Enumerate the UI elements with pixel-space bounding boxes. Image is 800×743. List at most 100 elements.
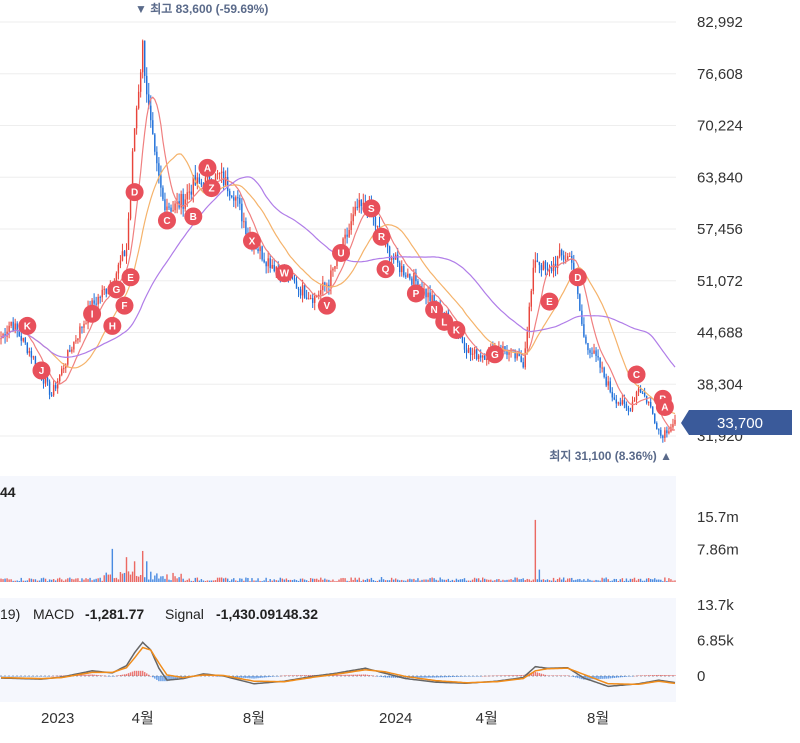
volume-bar	[544, 580, 547, 582]
volume-bar	[342, 577, 344, 582]
signal-marker-circle[interactable]	[202, 179, 221, 198]
volume-bar	[635, 580, 638, 582]
volume-bar	[50, 579, 53, 582]
volume-bar	[449, 580, 452, 582]
macd-histogram-bar	[212, 675, 215, 677]
candle-body	[334, 266, 336, 269]
signal-marker-circle[interactable]	[103, 316, 122, 335]
macd-histogram-bar	[287, 675, 290, 676]
candle-body	[477, 355, 480, 359]
candle-body	[346, 234, 348, 237]
signal-marker[interactable]: H	[103, 316, 122, 335]
volume-bar	[324, 578, 326, 582]
volume-bar	[285, 578, 288, 582]
macd-histogram-bar	[356, 674, 358, 676]
signal-marker[interactable]: K	[18, 316, 37, 335]
macd-histogram-bar	[305, 675, 308, 676]
macd-histogram-bar	[137, 670, 140, 676]
signal-markers[interactable]: KJIHFGEDCBAZXWVUSRQPNLKGEDCBA	[18, 158, 674, 416]
signal-marker[interactable]: Q	[376, 260, 395, 279]
signal-marker-circle[interactable]	[376, 260, 395, 279]
candle-body	[609, 381, 611, 392]
signal-marker-circle[interactable]	[332, 243, 351, 262]
signal-marker-circle[interactable]	[568, 268, 587, 287]
candle-body	[20, 335, 22, 341]
signal-marker[interactable]: I	[83, 304, 102, 323]
signal-marker[interactable]: D	[125, 183, 144, 202]
candle-body	[522, 362, 524, 368]
signal-marker-circle[interactable]	[157, 211, 176, 230]
signal-marker[interactable]: G	[485, 345, 504, 364]
signal-marker-circle[interactable]	[121, 268, 140, 287]
macd-histogram-bar	[89, 674, 91, 676]
signal-marker-circle[interactable]	[540, 292, 559, 311]
volume-bar	[482, 577, 484, 582]
price-tick-label: 38,304	[697, 376, 743, 393]
macd-histogram-bar	[16, 676, 18, 677]
volume-bar	[425, 579, 427, 582]
macd-histogram-bar	[388, 676, 391, 678]
signal-marker[interactable]: U	[332, 243, 351, 262]
signal-marker[interactable]: A	[198, 158, 217, 177]
volume-bar	[583, 579, 585, 582]
signal-marker-circle[interactable]	[485, 345, 504, 364]
signal-marker[interactable]: W	[275, 264, 294, 283]
signal-marker-circle[interactable]	[655, 397, 674, 416]
volume-bar	[591, 580, 593, 582]
volume-bar	[18, 580, 20, 582]
signal-marker[interactable]: S	[362, 199, 381, 218]
macd-histogram-bar	[358, 674, 360, 676]
macd-histogram-bar	[289, 675, 292, 676]
candle-body	[267, 258, 269, 267]
signal-marker[interactable]: G	[107, 280, 126, 299]
signal-marker[interactable]: D	[568, 268, 587, 287]
signal-marker[interactable]: F	[115, 296, 134, 315]
signal-marker[interactable]: Z	[202, 179, 221, 198]
macd-histogram-bar	[237, 676, 239, 678]
signal-marker[interactable]: C	[157, 211, 176, 230]
candle-body	[558, 249, 561, 257]
signal-marker[interactable]: A	[655, 397, 674, 416]
signal-marker[interactable]: P	[406, 284, 425, 303]
macd-tick-label: 6.85k	[697, 633, 734, 650]
signal-marker-circle[interactable]	[32, 361, 51, 380]
signal-marker-circle[interactable]	[275, 264, 294, 283]
macd-histogram-bar	[384, 676, 387, 678]
signal-marker[interactable]: E	[540, 292, 559, 311]
candle-body	[237, 197, 239, 199]
candle-body	[216, 173, 219, 175]
signal-marker-circle[interactable]	[627, 365, 646, 384]
signal-marker-circle[interactable]	[425, 300, 444, 319]
signal-marker[interactable]: E	[121, 268, 140, 287]
signal-marker-circle[interactable]	[242, 231, 261, 250]
signal-marker-circle[interactable]	[184, 207, 203, 226]
signal-marker[interactable]: C	[627, 365, 646, 384]
volume-bar	[289, 579, 292, 582]
macd-histogram-bar	[609, 676, 611, 679]
price-candles	[0, 39, 676, 443]
signal-marker[interactable]: B	[184, 207, 203, 226]
signal-marker-circle[interactable]	[447, 320, 466, 339]
signal-marker-circle[interactable]	[362, 199, 381, 218]
candle-body	[117, 264, 120, 274]
volume-bar	[214, 580, 217, 582]
signal-marker-circle[interactable]	[125, 183, 144, 202]
signal-marker[interactable]: V	[317, 296, 336, 315]
signal-marker-circle[interactable]	[372, 227, 391, 246]
signal-marker-circle[interactable]	[115, 296, 134, 315]
signal-marker[interactable]: R	[372, 227, 391, 246]
signal-marker-circle[interactable]	[317, 296, 336, 315]
signal-marker-circle[interactable]	[406, 284, 425, 303]
macd-histogram-bar	[239, 676, 241, 678]
signal-marker-circle[interactable]	[198, 158, 217, 177]
signal-marker-circle[interactable]	[18, 316, 37, 335]
signal-marker[interactable]: X	[242, 231, 261, 250]
volume-bar	[477, 578, 480, 582]
volume-bar	[176, 578, 178, 582]
signal-marker-circle[interactable]	[107, 280, 126, 299]
signal-marker-circle[interactable]	[83, 304, 102, 323]
signal-marker[interactable]: J	[32, 361, 51, 380]
signal-marker[interactable]: N	[425, 300, 444, 319]
signal-marker[interactable]: K	[447, 320, 466, 339]
